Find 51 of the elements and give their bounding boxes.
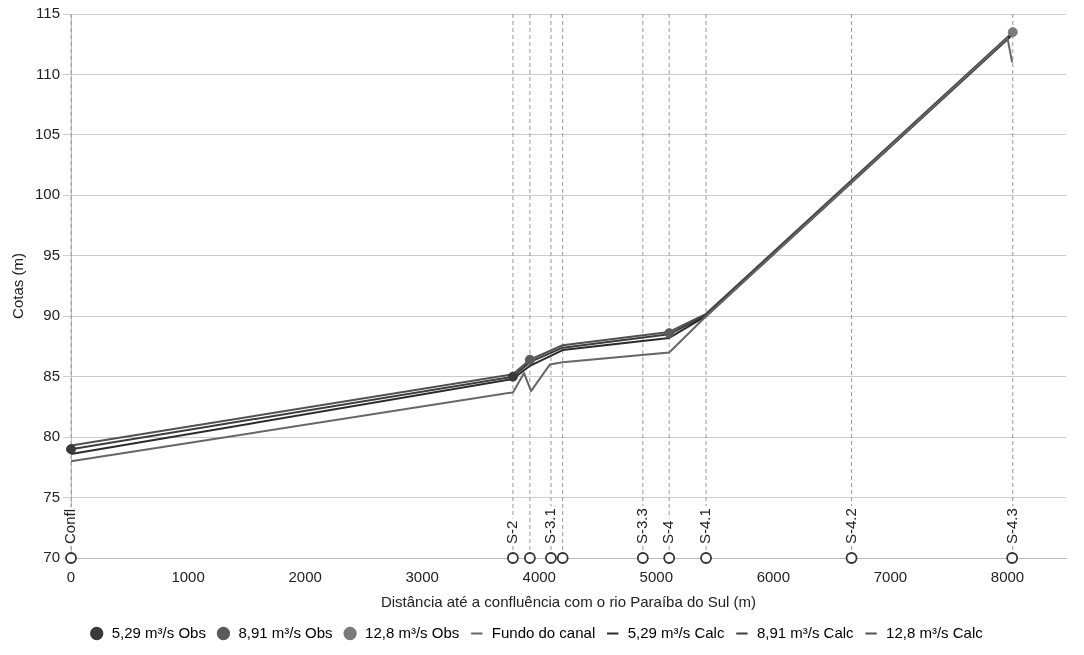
x-tick-label: 1000 bbox=[171, 568, 205, 586]
point bbox=[663, 552, 676, 564]
ref-line-label: Confl bbox=[61, 508, 79, 544]
x-tick-label: 5000 bbox=[639, 568, 673, 586]
point bbox=[845, 552, 858, 564]
point bbox=[664, 328, 675, 339]
x-tick-label: 8000 bbox=[990, 568, 1025, 586]
y-tick-label: 100 bbox=[35, 185, 61, 203]
y-tick-label: 110 bbox=[36, 64, 61, 82]
point bbox=[1006, 552, 1019, 564]
x-tick-label: 2000 bbox=[288, 568, 322, 586]
ref-line-label: S-3.3 bbox=[632, 508, 650, 544]
ref-line-label: S-4.2 bbox=[841, 508, 859, 544]
y-tick-label: 105 bbox=[35, 125, 61, 143]
y-tick-label: 90 bbox=[43, 306, 61, 324]
y-tick-label: 85 bbox=[43, 366, 61, 384]
legend-label: 12,8 m³/s Calc bbox=[886, 623, 984, 641]
point bbox=[66, 444, 77, 455]
legend-label: 12,8 m³/s Obs bbox=[365, 623, 460, 641]
y-axis-title: Cotas (m) bbox=[9, 253, 27, 319]
point bbox=[524, 354, 535, 365]
ref-line-label: S-4.3 bbox=[1002, 508, 1020, 544]
y-tick-label: 75 bbox=[43, 487, 61, 505]
x-axis-title: Distância até a confluência com o rio Paraíba do Sul (m) bbox=[380, 593, 757, 611]
point bbox=[523, 552, 536, 564]
legend-label: Fundo do canal bbox=[491, 623, 596, 641]
ref-line-label: S-4 bbox=[659, 520, 677, 544]
point bbox=[507, 371, 518, 382]
y-tick-label: 95 bbox=[43, 245, 61, 263]
legend-label: 8,91 m³/s Calc bbox=[756, 623, 855, 641]
point bbox=[1007, 27, 1018, 38]
y-tick-label: 80 bbox=[43, 427, 61, 445]
x-tick-label: 6000 bbox=[756, 568, 791, 586]
point bbox=[636, 552, 649, 564]
legend-label: 5,29 m³/s Calc bbox=[627, 623, 725, 641]
ref-line-label: S-2 bbox=[503, 520, 521, 544]
x-tick-label: 0 bbox=[66, 568, 76, 586]
ref-line-label: S-4.1 bbox=[696, 508, 714, 544]
x-tick-label: 3000 bbox=[405, 568, 439, 586]
point bbox=[700, 552, 712, 564]
point bbox=[545, 552, 557, 564]
y-tick-label: 70 bbox=[43, 548, 61, 566]
point bbox=[65, 552, 77, 564]
point bbox=[556, 552, 569, 564]
legend-label: 8,91 m³/s Obs bbox=[238, 623, 333, 641]
x-tick-label: 4000 bbox=[522, 568, 556, 586]
point bbox=[507, 552, 519, 564]
y-tick-label: 115 bbox=[36, 4, 61, 22]
x-tick-label: 7000 bbox=[873, 568, 908, 586]
legend-label: 5,29 m³/s Obs bbox=[111, 623, 206, 641]
ref-line-label: S-3.1 bbox=[541, 508, 559, 544]
